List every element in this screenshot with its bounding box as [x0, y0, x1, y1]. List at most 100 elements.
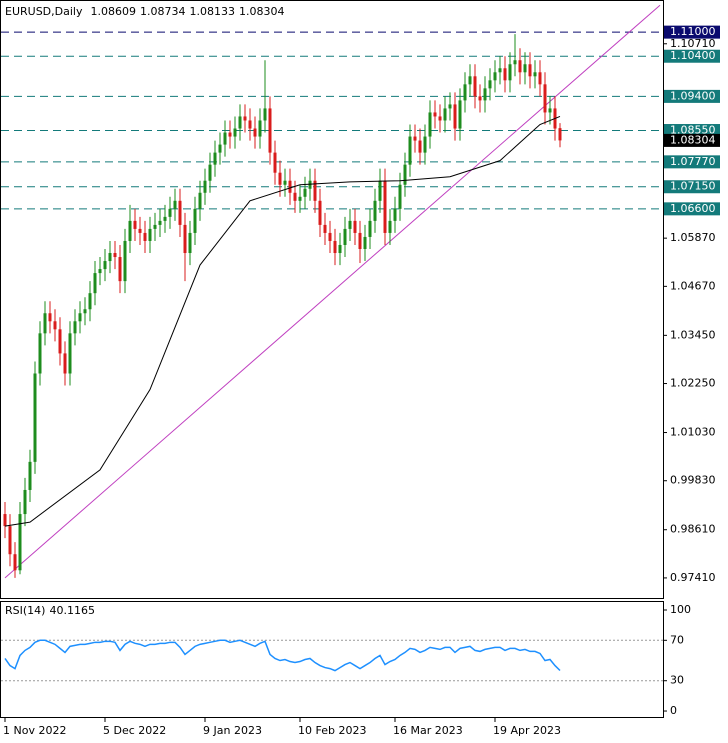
main-frame — [0, 0, 664, 599]
candle-body — [513, 60, 517, 65]
level-label: 1.06600 — [670, 202, 716, 215]
candle-body — [293, 192, 297, 201]
y-tick-label: 1.01030 — [670, 426, 716, 439]
candle-body — [108, 253, 112, 262]
candle-body — [133, 220, 137, 229]
y-tick-label: 30 — [670, 674, 684, 687]
candle-body — [428, 112, 432, 137]
candle-body — [503, 68, 507, 81]
candle-body — [113, 253, 117, 258]
candle-body — [38, 333, 42, 374]
candle-body — [3, 514, 7, 527]
candle-body — [378, 180, 382, 201]
candle-body — [298, 196, 302, 201]
current-price: 1.08304 — [670, 133, 716, 146]
level-label: 1.08550 — [670, 124, 716, 137]
candle-body — [423, 136, 427, 153]
candle-body — [318, 200, 322, 225]
moving-average — [4, 116, 561, 527]
candle-body — [13, 554, 17, 571]
candle-body — [393, 208, 397, 221]
candle-body — [478, 96, 482, 101]
candle-body — [403, 164, 407, 185]
level-label-box — [664, 202, 720, 216]
rsi-line — [4, 639, 561, 672]
chart-header: EURUSD,Daily 1.08609 1.08734 1.08133 1.08304 — [5, 5, 284, 18]
candle-body — [168, 208, 172, 217]
candle-body — [308, 180, 312, 189]
candle-body — [118, 257, 122, 282]
y-tick-label: 0 — [670, 704, 677, 717]
candle-body — [523, 64, 527, 73]
candle-body — [363, 236, 367, 249]
candle-body — [8, 526, 12, 555]
candle-body — [213, 152, 217, 165]
level-label-box — [664, 89, 720, 103]
candle-body — [543, 84, 547, 113]
y-tick-label: 1.03450 — [670, 328, 716, 341]
candle-body — [123, 240, 127, 282]
candle-body — [43, 313, 47, 334]
candle-body — [548, 108, 552, 113]
candle-body — [103, 261, 107, 270]
candle-body — [303, 188, 307, 197]
candle-body — [333, 240, 337, 254]
candle-body — [253, 128, 257, 137]
y-tick-label: 1.04670 — [670, 279, 716, 292]
candle-body — [193, 208, 197, 233]
level-label: 1.11000 — [670, 25, 716, 38]
level-label-box — [664, 49, 720, 63]
candle-body — [533, 72, 537, 77]
candle-body — [518, 60, 522, 73]
candle-body — [528, 64, 532, 77]
candle-body — [273, 152, 277, 173]
candle-body — [338, 244, 342, 254]
candle-body — [18, 514, 22, 571]
y-tick-label: 1.10710 — [670, 37, 716, 50]
candle-body — [288, 180, 292, 193]
candle-body — [488, 80, 492, 89]
level-label-box — [664, 25, 720, 39]
candle-body — [453, 104, 457, 129]
candle-body — [78, 313, 82, 322]
candle-body — [438, 116, 442, 121]
x-tick-label: 10 Feb 2023 — [298, 724, 366, 737]
candle-body — [348, 220, 352, 229]
x-tick-label: 9 Jan 2023 — [203, 724, 262, 737]
y-tick-label: 1.02250 — [670, 377, 716, 390]
candle-body — [243, 116, 247, 121]
candle-body — [508, 64, 512, 81]
y-tick-label: 1.05870 — [670, 231, 716, 244]
candle-body — [68, 333, 72, 374]
x-tick-label: 5 Dec 2022 — [103, 724, 166, 737]
candle-body — [263, 108, 267, 121]
candle-body — [388, 220, 392, 233]
candle-body — [33, 373, 37, 462]
header-ohlc: 1.08133 — [189, 5, 235, 18]
header-ohlc: 1.08304 — [239, 5, 285, 18]
y-tick-label: 0.99830 — [670, 474, 716, 487]
header-ohlc: 1.08734 — [140, 5, 186, 18]
y-tick-label: 0.97410 — [670, 571, 716, 584]
candle-body — [443, 108, 447, 121]
candle-body — [233, 128, 237, 137]
candle-body — [23, 489, 27, 515]
candle-body — [63, 353, 67, 374]
candle-body — [73, 321, 77, 334]
candle-body — [223, 132, 227, 145]
candle-body — [483, 88, 487, 101]
x-tick-label: 1 Nov 2022 — [3, 724, 66, 737]
candle-body — [128, 220, 132, 241]
candle-body — [538, 72, 542, 85]
candle-body — [493, 72, 497, 81]
rsi-frame — [0, 601, 664, 718]
candle-body — [373, 200, 377, 221]
chart-title: EURUSD,Daily — [5, 5, 83, 18]
level-label: 1.09400 — [670, 89, 716, 102]
candle-body — [178, 200, 182, 225]
candle-body — [248, 120, 252, 129]
candle-body — [58, 329, 62, 354]
y-tick-label: 0.98610 — [670, 523, 716, 536]
trendline — [4, 4, 661, 579]
